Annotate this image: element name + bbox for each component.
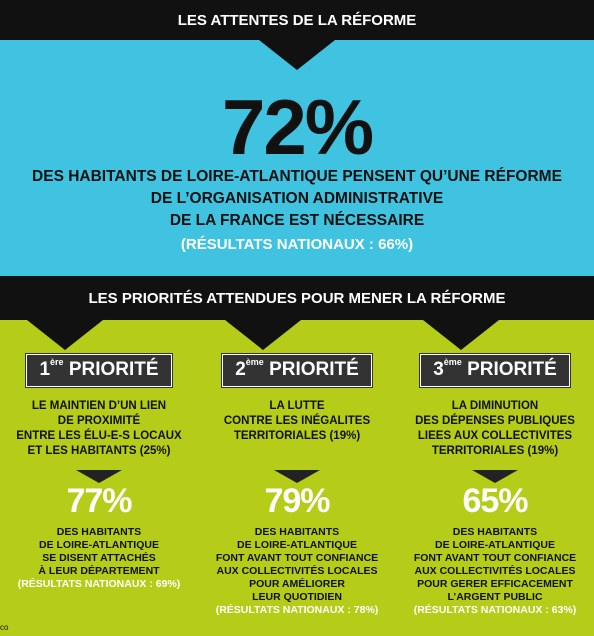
desc-line: LA DIMINUTION: [451, 400, 539, 412]
summary-line-2: DE L’ORGANISATION ADMINISTRATIVE: [150, 190, 444, 207]
detail-line: LEUR QUOTIDIEN: [252, 591, 342, 603]
summary-percent: 72%: [221, 83, 374, 171]
arrow-down-icon: [274, 470, 320, 483]
priority-rank-suffix: ème: [443, 356, 462, 367]
priority-rank: 2: [235, 359, 246, 380]
priority-percent-1: 77%: [66, 482, 132, 520]
priority-badge-3: 3ème PRIORITÉ: [420, 354, 570, 387]
priorities-title: LES PRIORITÉS ATTENDUES POUR MENER LA RÉ…: [0, 276, 594, 320]
priority-label: PRIORITÉ: [68, 359, 159, 380]
detail-line: DE LOIRE-ATLANTIQUE: [39, 539, 159, 551]
desc-line: TERRITORIALES (19%): [431, 445, 559, 457]
desc-line: ET LES HABITANTS (25%): [27, 445, 171, 457]
desc-line: DE PROXIMITÉ: [57, 415, 141, 427]
desc-line: LE MAINTIEN D’UN LIEN: [31, 400, 167, 412]
priority-2-notch: [225, 320, 301, 350]
summary-panel: 72% DES HABITANTS DE LOIRE-ATLANTIQUE PE…: [0, 40, 594, 276]
priority-3-notch: [423, 320, 499, 350]
detail-line: SE DISENT ATTACHÉS: [42, 552, 156, 564]
priority-detail-2: DES HABITANTS DE LOIRE-ATLANTIQUE FONT A…: [203, 526, 391, 617]
detail-line: DES HABITANTS: [254, 526, 340, 538]
desc-line: LA LUTTE: [269, 400, 325, 412]
priority-rank: 3: [433, 359, 444, 380]
priority-national-result-2: (RÉSULTATS NATIONAUX : 78%): [215, 604, 379, 616]
arrow-down-icon: [76, 470, 122, 483]
detail-line: DES HABITANTS: [56, 526, 142, 538]
detail-line: FONT AVANT TOUT CONFIANCE: [413, 552, 577, 564]
priority-column-1: 1ère PRIORITÉ LE MAINTIEN D’UN LIEN DE P…: [5, 354, 193, 590]
summary-line-1: DES HABITANTS DE LOIRE-ATLANTIQUE PENSEN…: [32, 168, 562, 185]
priority-rank-suffix: ème: [245, 356, 264, 367]
credit-text: co: [0, 623, 9, 632]
priority-rank-suffix: ère: [50, 356, 64, 367]
priority-label: PRIORITÉ: [269, 359, 359, 380]
detail-line: À LEUR DÉPARTEMENT: [38, 565, 160, 577]
desc-line: CONTRE LES INÉGALITES: [223, 415, 371, 427]
desc-line: TERRITORIALES (19%): [233, 430, 361, 442]
priority-1-notch: [27, 320, 103, 350]
priority-detail-3: DES HABITANTS DE LOIRE-ATLANTIQUE FONT A…: [401, 526, 589, 617]
detail-line: POUR GERER EFFICACEMENT: [417, 578, 573, 590]
detail-line: DE LOIRE-ATLANTIQUE: [435, 539, 555, 551]
priority-rank: 1: [39, 359, 51, 380]
desc-line: DES DÉPENSES PUBLIQUES: [415, 415, 575, 427]
detail-line: POUR AMÉLIORER: [249, 578, 345, 590]
detail-line: DES HABITANTS: [452, 526, 538, 538]
detail-line: AUX COLLECTIVITÉS LOCALES: [216, 565, 378, 577]
priority-column-2: 2ème PRIORITÉ LA LUTTE CONTRE LES INÉGAL…: [203, 354, 391, 616]
priority-description-3: LA DIMINUTION DES DÉPENSES PUBLIQUES LIE…: [401, 399, 589, 459]
priority-badge-1: 1ère PRIORITÉ: [26, 354, 172, 387]
detail-line: FONT AVANT TOUT CONFIANCE: [215, 552, 379, 564]
summary-text: DES HABITANTS DE LOIRE-ATLANTIQUE PENSEN…: [0, 166, 594, 232]
summary-national-result: (RÉSULTATS NATIONAUX : 66%): [180, 236, 414, 253]
detail-line: DE LOIRE-ATLANTIQUE: [237, 539, 357, 551]
summary-line-3: DE LA FRANCE EST NÉCESSAIRE: [169, 212, 425, 229]
priority-percent-3: 65%: [462, 482, 528, 520]
desc-line: LIEES AUX COLLECTIVITES: [417, 430, 573, 442]
detail-line: AUX COLLECTIVITÉS LOCALES: [414, 565, 576, 577]
priority-national-result-3: (RÉSULTATS NATIONAUX : 63%): [413, 604, 577, 616]
priority-detail-1: DES HABITANTS DE LOIRE-ATLANTIQUE SE DIS…: [5, 526, 193, 591]
page-title-text: LES ATTENTES DE LA RÉFORME: [177, 11, 417, 29]
priority-description-1: LE MAINTIEN D’UN LIEN DE PROXIMITÉ ENTRE…: [5, 399, 193, 459]
priority-percent-2: 79%: [264, 482, 330, 520]
page-title: LES ATTENTES DE LA RÉFORME: [0, 0, 594, 40]
arrow-down-icon: [472, 470, 518, 483]
priority-description-2: LA LUTTE CONTRE LES INÉGALITES TERRITORI…: [203, 399, 391, 444]
priority-badge-2: 2ème PRIORITÉ: [222, 354, 372, 387]
header-notch: [259, 40, 335, 70]
priority-label: PRIORITÉ: [467, 359, 557, 380]
desc-line: ENTRE LES ÉLU-E-S LOCAUX: [16, 430, 182, 442]
detail-line: L’ARGENT PUBLIC: [447, 591, 543, 603]
priority-national-result-1: (RÉSULTATS NATIONAUX : 69%): [17, 578, 181, 590]
priorities-title-text: LES PRIORITÉS ATTENDUES POUR MENER LA RÉ…: [88, 289, 506, 307]
priority-column-3: 3ème PRIORITÉ LA DIMINUTION DES DÉPENSES…: [401, 354, 589, 616]
